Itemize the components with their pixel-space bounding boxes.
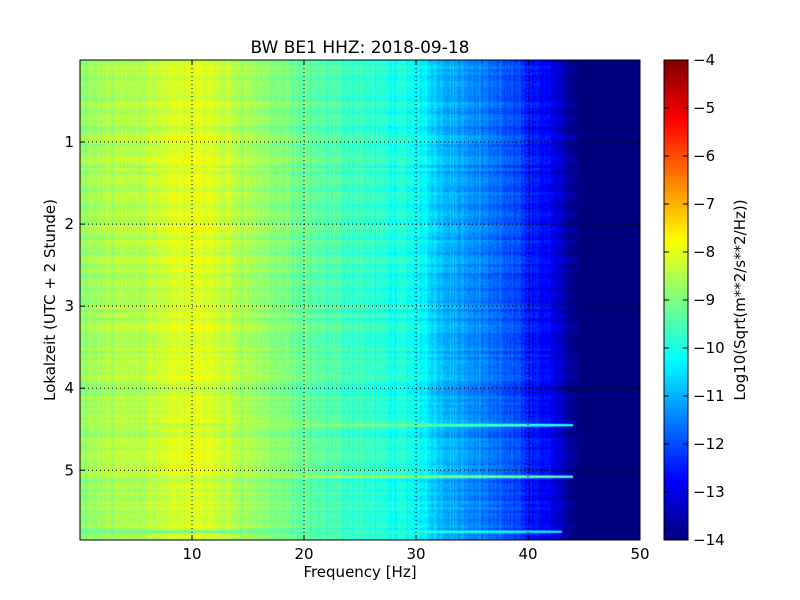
colorbar-tick-label: −6 xyxy=(693,147,715,165)
y-tick-label: 2 xyxy=(64,215,74,233)
plot-area: 10 20 30 40 50 1 2 3 4 5 xyxy=(64,59,650,563)
y-tick-label: 4 xyxy=(64,379,74,397)
x-axis: 10 20 30 40 50 xyxy=(182,60,650,563)
colorbar-tick-label: −11 xyxy=(693,387,725,405)
grid-lines xyxy=(80,60,640,540)
x-tick-label: 50 xyxy=(630,545,649,563)
colorbar-tick-label: −9 xyxy=(693,291,715,309)
colorbar-tick-label: −5 xyxy=(693,99,715,117)
plot-frame xyxy=(79,59,641,541)
colorbar-tick-label: −10 xyxy=(693,339,725,357)
colorbar-tick-label: −13 xyxy=(693,483,725,501)
colorbar-tick-label: −4 xyxy=(693,51,715,69)
colorbar-tick-label: −7 xyxy=(693,195,715,213)
spectrogram-image xyxy=(80,60,640,540)
colorbar-tick-label: −8 xyxy=(693,243,715,261)
colorbar-tick-label: −12 xyxy=(693,435,725,453)
chart-title: BW BE1 HHZ: 2018-09-18 xyxy=(250,38,469,58)
x-tick-label: 10 xyxy=(182,545,201,563)
x-tick-label: 20 xyxy=(294,545,313,563)
colorbar: −4 −5 −6 −7 −8 −9 −10 −11 −12 −13 −14 xyxy=(663,51,725,549)
y-tick-label: 5 xyxy=(64,461,74,479)
y-axis-label: Lokalzeit (UTC + 2 Stunde) xyxy=(41,199,59,401)
x-axis-label: Frequency [Hz] xyxy=(303,563,416,581)
x-tick-label: 40 xyxy=(518,545,537,563)
y-tick-label: 3 xyxy=(64,297,74,315)
colorbar-label: Log10(Sqrt(m**2/s**2/Hz)) xyxy=(731,199,749,400)
y-tick-label: 1 xyxy=(64,133,74,151)
colorbar-tick-label: −14 xyxy=(693,531,725,549)
x-tick-label: 30 xyxy=(406,545,425,563)
colorbar-ticks: −4 −5 −6 −7 −8 −9 −10 −11 −12 −13 −14 xyxy=(664,51,725,549)
y-axis: 1 2 3 4 5 xyxy=(64,133,640,479)
